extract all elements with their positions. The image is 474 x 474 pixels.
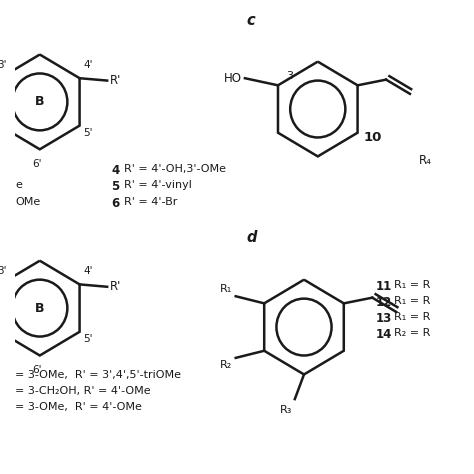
Text: 5: 5: [111, 180, 119, 193]
Text: 4': 4': [83, 266, 93, 276]
Text: 3': 3': [0, 60, 7, 70]
Text: OMe: OMe: [16, 197, 41, 207]
Text: 13: 13: [375, 312, 392, 325]
Text: B: B: [35, 301, 45, 315]
Text: d: d: [246, 230, 257, 245]
Text: R' = 4'-vinyl: R' = 4'-vinyl: [124, 180, 192, 190]
Text: 5': 5': [83, 128, 93, 138]
Text: R': R': [110, 280, 122, 293]
Text: 11: 11: [375, 280, 392, 292]
Text: 3': 3': [0, 266, 7, 276]
Text: R₃: R₃: [280, 405, 292, 415]
Text: 4: 4: [111, 164, 119, 176]
Text: c: c: [246, 13, 255, 28]
Text: R₁: R₁: [220, 284, 232, 294]
Text: 6: 6: [111, 197, 119, 210]
Text: = 3-OMe,  R' = 3',4',5'-triOMe: = 3-OMe, R' = 3',4',5'-triOMe: [16, 370, 182, 380]
Text: R₁ = R: R₁ = R: [393, 296, 430, 306]
Text: 14: 14: [375, 328, 392, 341]
Text: 3: 3: [286, 71, 293, 81]
Text: R₁ = R: R₁ = R: [393, 312, 430, 322]
Text: R₂: R₂: [220, 360, 232, 370]
Text: = 3-OMe,  R' = 4'-OMe: = 3-OMe, R' = 4'-OMe: [16, 402, 142, 412]
Text: R' = 4'-OH,3'-OMe: R' = 4'-OH,3'-OMe: [124, 164, 226, 173]
Text: 10: 10: [364, 131, 382, 144]
Text: B: B: [35, 95, 45, 109]
Text: 12: 12: [375, 296, 392, 309]
Text: e: e: [16, 180, 22, 190]
Text: R₄: R₄: [419, 154, 432, 167]
Text: 6': 6': [33, 365, 42, 375]
Text: 5': 5': [83, 334, 93, 344]
Text: = 3-CH₂OH, R' = 4'-OMe: = 3-CH₂OH, R' = 4'-OMe: [16, 386, 151, 396]
Text: R' = 4'-Br: R' = 4'-Br: [124, 197, 177, 207]
Text: HO: HO: [224, 72, 242, 85]
Text: 4': 4': [83, 60, 93, 70]
Text: R₁ = R: R₁ = R: [393, 280, 430, 290]
Text: R': R': [110, 74, 122, 87]
Text: R₂ = R: R₂ = R: [393, 328, 430, 338]
Text: 6': 6': [33, 159, 42, 169]
